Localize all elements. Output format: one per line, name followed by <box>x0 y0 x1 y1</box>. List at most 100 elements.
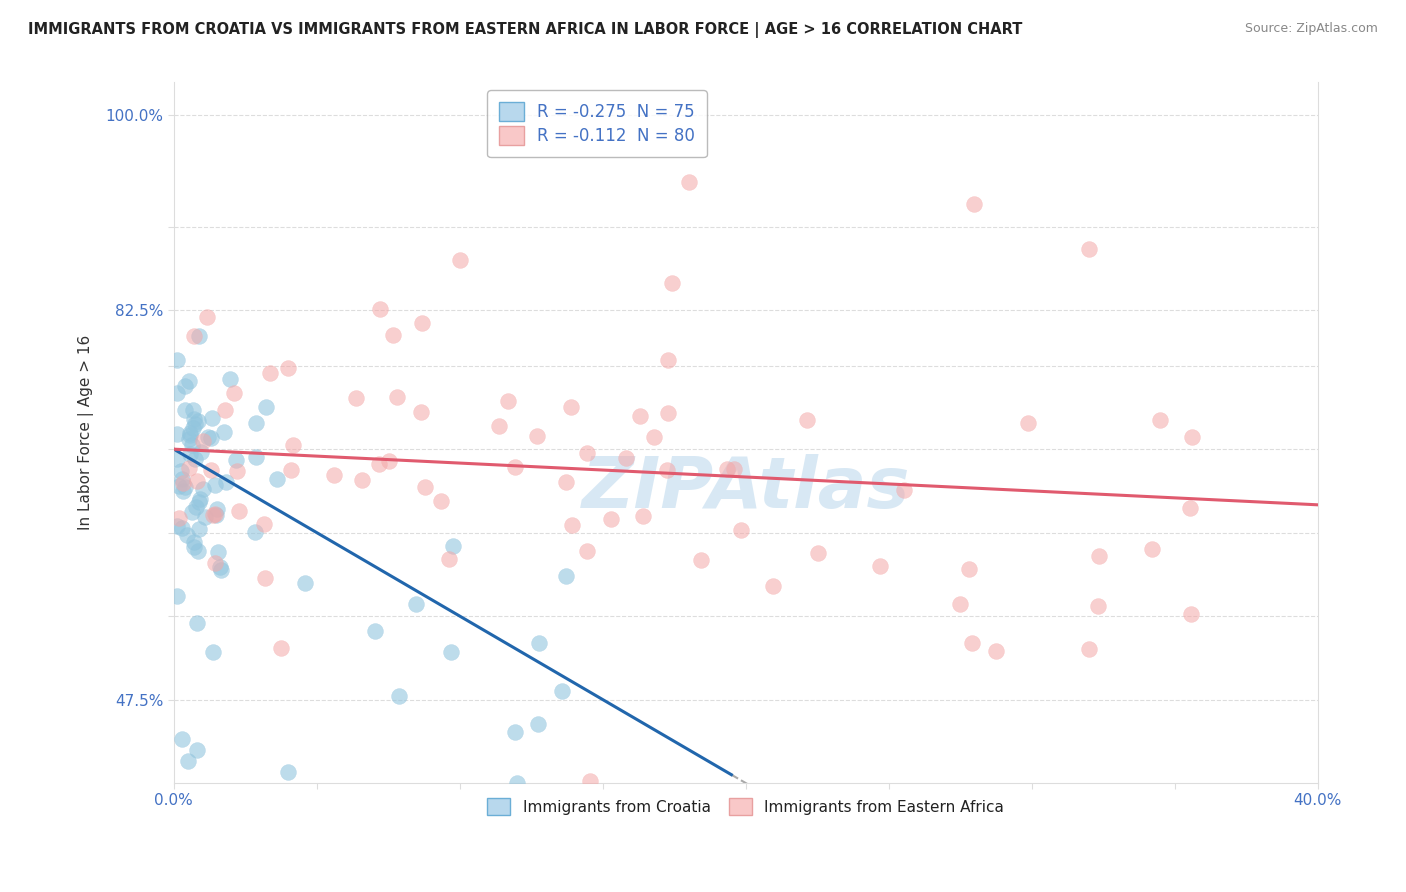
Point <box>172 483 194 498</box>
Point <box>179 428 201 442</box>
Point <box>167 479 190 493</box>
Point <box>179 374 201 388</box>
Point <box>643 430 665 444</box>
Point <box>253 517 276 532</box>
Point <box>183 412 205 426</box>
Point <box>176 528 198 542</box>
Point <box>166 426 188 441</box>
Point <box>183 535 205 549</box>
Point <box>1017 417 1039 431</box>
Point <box>807 545 830 559</box>
Point <box>382 327 405 342</box>
Point <box>560 400 582 414</box>
Point <box>166 589 188 603</box>
Point <box>506 776 529 790</box>
Legend: Immigrants from Croatia, Immigrants from Eastern Africa: Immigrants from Croatia, Immigrants from… <box>478 789 1014 824</box>
Point <box>181 402 204 417</box>
Point <box>986 643 1008 657</box>
Point <box>1140 542 1163 557</box>
Point <box>188 523 211 537</box>
Point <box>188 491 211 506</box>
Point <box>1149 413 1171 427</box>
Point <box>194 509 217 524</box>
Point <box>166 353 188 368</box>
Point <box>294 576 316 591</box>
Point <box>197 430 219 444</box>
Point <box>195 310 218 324</box>
Point <box>169 464 191 478</box>
Point <box>413 480 436 494</box>
Point <box>186 615 208 630</box>
Point <box>170 521 193 535</box>
Point <box>1087 549 1109 563</box>
Point <box>350 473 373 487</box>
Point <box>322 468 344 483</box>
Point <box>723 462 745 476</box>
Point <box>177 433 200 447</box>
Point <box>183 329 205 343</box>
Point <box>172 731 194 746</box>
Point <box>191 483 214 497</box>
Point <box>405 597 427 611</box>
Point <box>1077 642 1099 657</box>
Point <box>177 754 200 768</box>
Point <box>173 475 195 490</box>
Point <box>554 475 576 490</box>
Point <box>184 417 207 431</box>
Point <box>378 453 401 467</box>
Point <box>716 462 738 476</box>
Point <box>166 386 188 401</box>
Point <box>368 301 391 316</box>
Point <box>184 500 207 514</box>
Point <box>245 416 267 430</box>
Point <box>1180 607 1202 621</box>
Point <box>488 419 510 434</box>
Point <box>177 461 200 475</box>
Point <box>187 414 209 428</box>
Point <box>166 451 188 466</box>
Point <box>503 460 526 475</box>
Point <box>277 764 299 779</box>
Point <box>179 425 201 440</box>
Text: Source: ZipAtlas.com: Source: ZipAtlas.com <box>1244 22 1378 36</box>
Point <box>690 553 713 567</box>
Point <box>368 458 391 472</box>
Point <box>183 541 205 555</box>
Point <box>1178 501 1201 516</box>
Point <box>496 393 519 408</box>
Point <box>254 571 277 585</box>
Point <box>277 360 299 375</box>
Point <box>245 450 267 464</box>
Point <box>561 517 583 532</box>
Y-axis label: In Labor Force | Age > 16: In Labor Force | Age > 16 <box>79 334 94 530</box>
Point <box>657 463 679 477</box>
Text: ZIPAtlas: ZIPAtlas <box>582 454 910 523</box>
Point <box>222 385 245 400</box>
Point <box>166 519 188 533</box>
Point <box>614 451 637 466</box>
Point <box>190 444 212 458</box>
Point <box>187 544 209 558</box>
Point <box>181 505 204 519</box>
Point <box>599 512 621 526</box>
Point <box>762 579 785 593</box>
Point <box>869 559 891 574</box>
Point <box>200 432 222 446</box>
Point <box>259 367 281 381</box>
Point <box>218 372 240 386</box>
Point <box>226 464 249 478</box>
Point <box>529 636 551 650</box>
Point <box>207 545 229 559</box>
Point <box>449 252 471 267</box>
Point <box>893 483 915 497</box>
Point <box>214 403 236 417</box>
Point <box>170 472 193 486</box>
Point <box>957 562 980 576</box>
Point <box>575 544 598 558</box>
Point <box>186 742 208 756</box>
Point <box>1181 430 1204 444</box>
Point <box>179 447 201 461</box>
Point <box>949 597 972 611</box>
Point <box>1077 242 1099 256</box>
Point <box>441 539 464 553</box>
